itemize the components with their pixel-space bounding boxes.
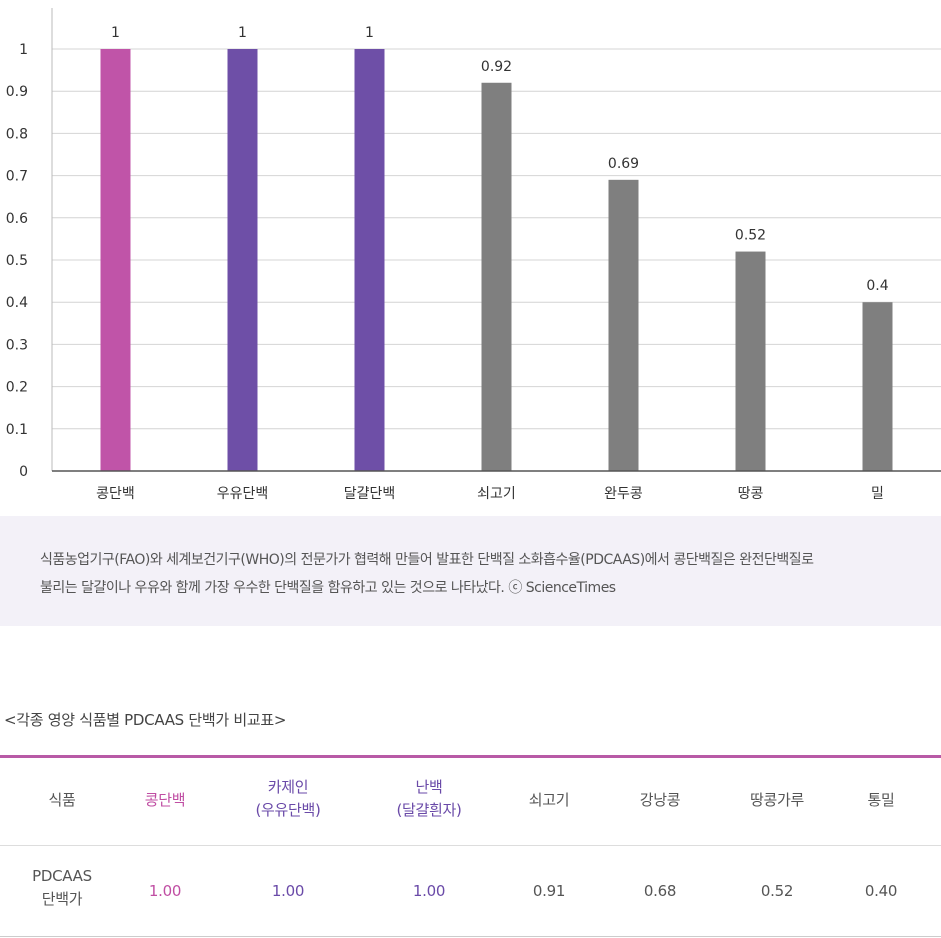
table-cell-soy-protein: 1.00	[148, 882, 182, 900]
bar-chart: 0 0.1 0.2 0.3 0.4 0.5 0.6 0.7 0.8 0.9 1 1 콩단백 1 우유단백 1 달…	[6, 8, 941, 502]
bar	[862, 302, 893, 471]
table-header-egg-white: 난백 (달걀흰자)	[396, 778, 462, 819]
y-tick-label: 0.3	[6, 337, 28, 353]
bar	[735, 251, 766, 471]
table-top-rule	[0, 755, 941, 758]
x-tick-label: 땅콩	[738, 486, 764, 502]
table-title: <각종 영양 식품별 PDCAAS 단백가 비교표>	[4, 711, 287, 729]
table-cell-egg-white: 1.00	[412, 882, 446, 900]
x-tick-label: 쇠고기	[477, 486, 516, 502]
y-tick-label: 0.2	[6, 380, 28, 396]
bar	[100, 49, 131, 471]
bar-value-label: 0.69	[608, 156, 639, 172]
table-row-label: PDCAAS 단백가	[32, 867, 92, 908]
bar-value-label: 0.52	[735, 228, 766, 244]
table-header-casein: 카제인 (우유단백)	[255, 778, 321, 819]
y-tick-label: 0.9	[6, 84, 28, 100]
y-tick-label: 0.6	[6, 211, 28, 227]
bar	[227, 49, 258, 471]
bar-value-label: 1	[365, 25, 374, 41]
table-cell-whole-wheat: 0.40	[864, 882, 898, 900]
x-tick-label: 완두콩	[604, 486, 643, 502]
table-header-kidney-bean: 강낭콩	[639, 791, 681, 809]
table-bottom-rule	[0, 936, 941, 937]
caption-line-1: 식품농업기구(FAO)와 세계보건기구(WHO)의 전문가가 협력해 만들어 발…	[40, 552, 814, 568]
y-tick-label: 1	[19, 42, 28, 58]
y-tick-label: 0	[19, 464, 28, 480]
x-tick-label: 달걀단백	[344, 486, 396, 502]
bar-value-label: 1	[238, 25, 247, 41]
bar	[608, 179, 639, 471]
y-tick-label: 0.8	[6, 126, 28, 142]
table-cell-casein: 1.00	[271, 882, 305, 900]
y-tick-label: 0.4	[6, 295, 28, 311]
bar-value-label: 0.4	[866, 278, 888, 294]
y-tick-label: 0.1	[6, 422, 28, 438]
table-cell-kidney-bean: 0.68	[643, 882, 677, 900]
x-tick-label: 콩단백	[96, 486, 135, 502]
table-cell-peanut-flour: 0.52	[760, 882, 794, 900]
caption-line-2: 불리는 달걀이나 우유와 함께 가장 우수한 단백질을 함유하고 있는 것으로 …	[40, 580, 616, 596]
table-cell-beef: 0.91	[532, 882, 566, 900]
y-tick-label: 0.5	[6, 253, 28, 269]
x-tick-label: 밀	[871, 486, 884, 502]
table-header-soy-protein: 콩단백	[144, 791, 186, 809]
x-tick-label: 우유단백	[217, 486, 269, 502]
bar	[354, 49, 385, 471]
table-header-whole-wheat: 통밀	[867, 791, 895, 809]
bar-value-label: 0.92	[481, 59, 512, 75]
bar	[481, 82, 512, 471]
caption-box: 식품농업기구(FAO)와 세계보건기구(WHO)의 전문가가 협력해 만들어 발…	[0, 516, 941, 626]
table-header-beef: 쇠고기	[528, 791, 570, 809]
y-tick-label: 0.7	[6, 169, 28, 185]
bar-value-label: 1	[111, 25, 120, 41]
table-row-divider	[0, 845, 941, 846]
table-header-food: 식품	[48, 791, 76, 809]
table-header-peanut-flour: 땅콩가루	[749, 791, 805, 809]
